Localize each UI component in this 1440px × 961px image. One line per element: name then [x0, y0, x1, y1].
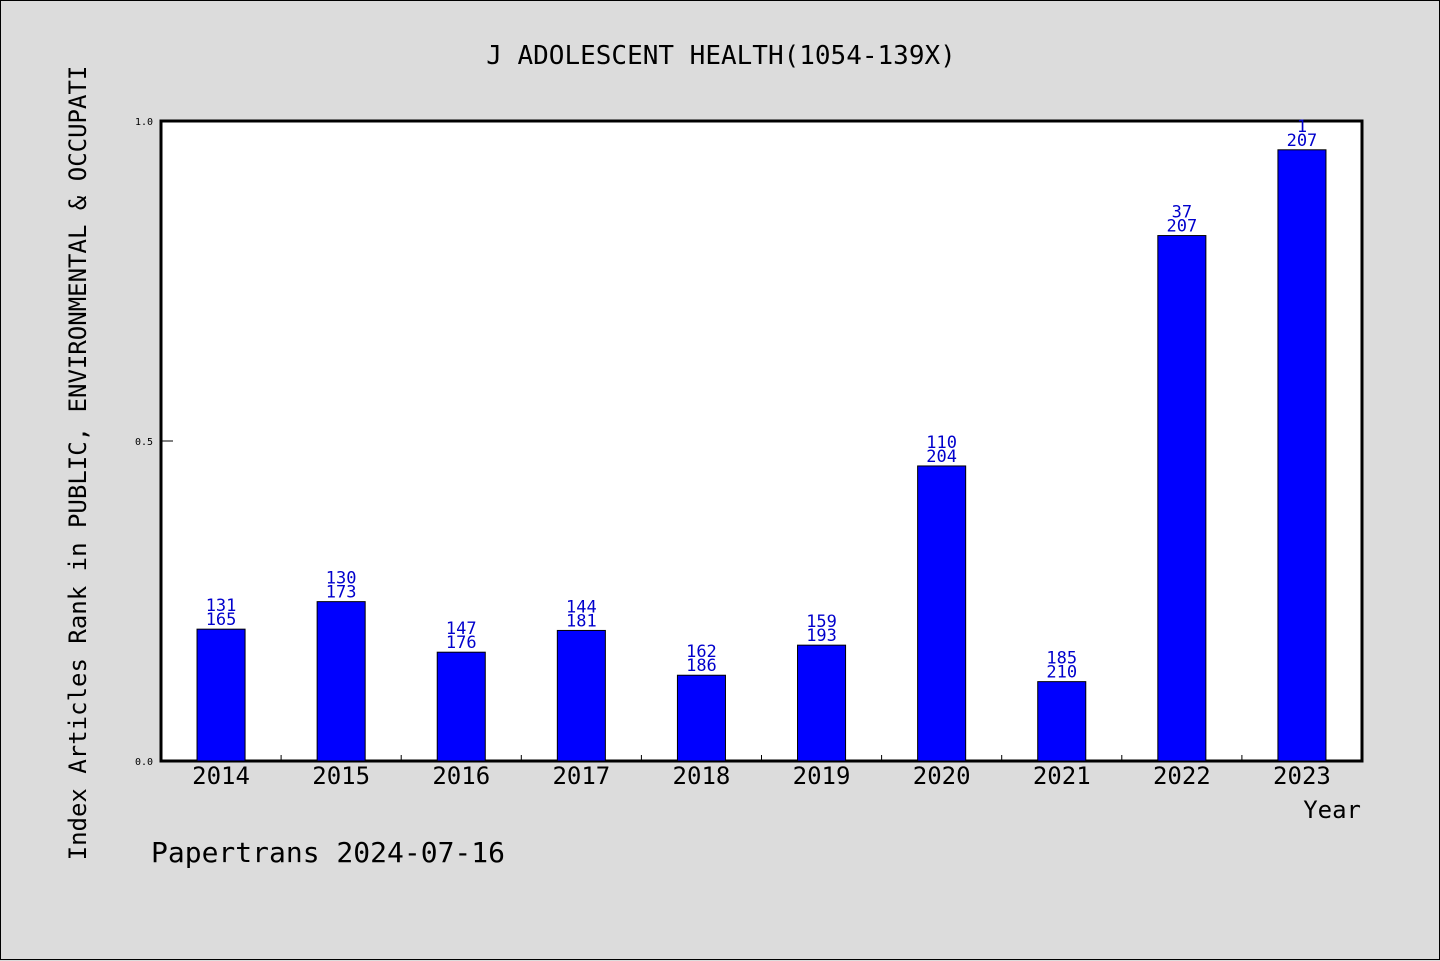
y-axis: 0.0 0.5 1.0 — [135, 117, 173, 768]
bar-label-total: 165 — [206, 610, 237, 630]
x-tick-label: 2019 — [793, 762, 851, 790]
y-axis-title: Index Articles Rank in PUBLIC, ENVIRONME… — [64, 66, 92, 861]
x-axis: 2014 2015 2016 2017 2018 2019 2020 2021 2022 2023 — [192, 755, 1331, 790]
bar-label-total: 204 — [926, 447, 957, 467]
bar-label-total: 181 — [566, 611, 597, 631]
x-tick-label: 2018 — [673, 762, 731, 790]
bars-group: 1311651301731471761441811621861591931102… — [196, 117, 1327, 762]
y-tick-label: 0.5 — [135, 437, 153, 448]
bar-2016 — [436, 651, 486, 762]
x-axis-title: Year — [1303, 796, 1361, 824]
y-tick-label: 0.0 — [135, 757, 153, 768]
bar-label-rank: 144 — [566, 597, 597, 617]
bar-label-rank: 37 — [1172, 203, 1192, 223]
x-tick-label: 2017 — [552, 762, 610, 790]
bar-2020 — [917, 465, 967, 762]
x-tick-label: 2016 — [432, 762, 490, 790]
bar-2014 — [196, 628, 246, 762]
bar-label-rank: 131 — [206, 596, 237, 616]
x-tick-label: 2020 — [913, 762, 971, 790]
bar-2015 — [316, 601, 366, 762]
bar-label-rank: 185 — [1046, 649, 1077, 669]
bar-2021 — [1037, 681, 1087, 762]
bar-label-total: 176 — [446, 633, 477, 653]
bar-2017 — [556, 629, 606, 762]
bar-2018 — [676, 674, 726, 762]
x-tick-label: 2022 — [1153, 762, 1211, 790]
y-tick-label: 1.0 — [135, 117, 153, 128]
x-tick-label: 2015 — [312, 762, 370, 790]
bar-label-total: 207 — [1166, 217, 1197, 237]
bar-label-rank: 1 — [1297, 117, 1307, 137]
x-tick-label: 2023 — [1273, 762, 1331, 790]
bar-2023 — [1277, 149, 1327, 762]
bar-label-rank: 147 — [446, 619, 477, 639]
bar-label-rank: 159 — [806, 612, 837, 632]
x-tick-label: 2014 — [192, 762, 250, 790]
chart-title: J ADOLESCENT HEALTH(1054-139X) — [486, 41, 956, 71]
bar-label-total: 193 — [806, 626, 837, 646]
bar-label-rank: 130 — [326, 569, 357, 589]
bar-label-total: 210 — [1046, 663, 1077, 683]
bar-label-rank: 162 — [686, 642, 717, 662]
bar-label-rank: 110 — [926, 433, 957, 453]
bar-label-total: 173 — [326, 583, 357, 603]
bar-label-total: 207 — [1287, 131, 1318, 151]
bar-label-total: 186 — [686, 656, 717, 676]
bar-2019 — [797, 644, 847, 762]
x-tick-label: 2021 — [1033, 762, 1091, 790]
bar-2022 — [1157, 235, 1207, 762]
footer-watermark: Papertrans 2024-07-16 — [151, 836, 505, 869]
